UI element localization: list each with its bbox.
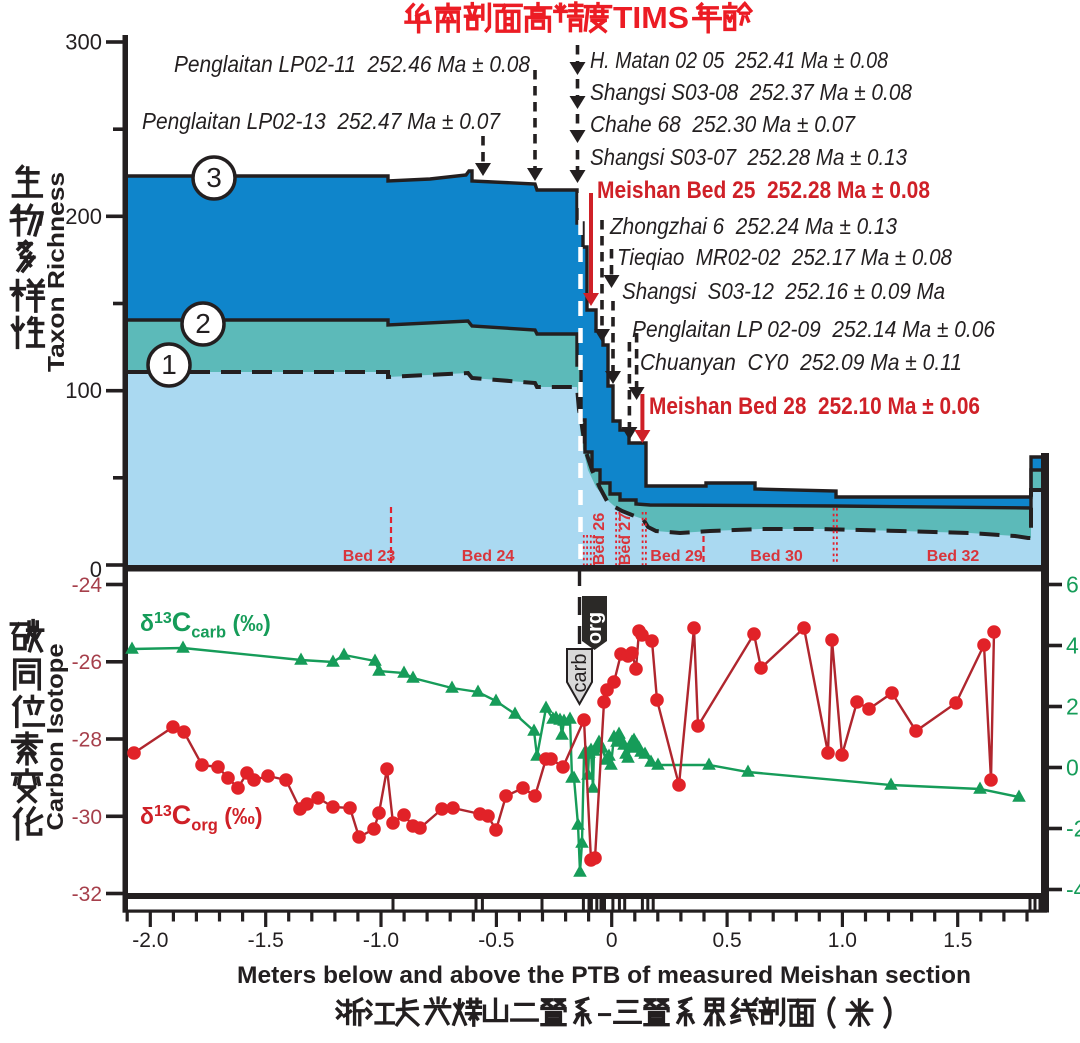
svg-text:Shangsi S03-12 252.16 ± 0.09: Shangsi S03-12 252.16 ± 0.09 Ma: [622, 278, 945, 304]
svg-text:Chahe 68 252.30 Ma ± 0.07: Chahe 68 252.30 Ma ± 0.07: [590, 111, 856, 137]
svg-text:-2.0: -2.0: [132, 929, 168, 952]
svg-text:δ13Ccarb (‰): δ13Ccarb (‰): [140, 607, 271, 642]
svg-text:0: 0: [606, 929, 618, 952]
svg-text:Bed 26: Bed 26: [591, 513, 608, 566]
svg-text:-30: -30: [72, 806, 102, 829]
svg-text:-0.5: -0.5: [478, 929, 514, 952]
svg-text:Bed 23: Bed 23: [343, 548, 396, 565]
svg-text:2: 2: [1066, 694, 1079, 720]
svg-text:0.5: 0.5: [712, 929, 741, 952]
svg-text:Taxon Richness: Taxon Richness: [43, 172, 69, 372]
svg-text:-32: -32: [72, 883, 102, 906]
svg-text:6: 6: [1066, 572, 1079, 598]
svg-text:1.5: 1.5: [943, 929, 972, 952]
svg-text:Penglaitan LP02-13 252.47 Ma: Penglaitan LP02-13 252.47 Ma ± 0.07: [142, 108, 501, 134]
svg-text:Zhongzhai 6 252.24 Ma ± 0.13: Zhongzhai 6 252.24 Ma ± 0.13: [609, 213, 897, 239]
svg-text:Meishan Bed 28 252.10 Ma ± 0.: Meishan Bed 28 252.10 Ma ± 0.06: [649, 393, 980, 420]
svg-text:Penglaitan LP02-11 252.46 Ma: Penglaitan LP02-11 252.46 Ma ± 0.08: [174, 51, 530, 77]
svg-text:carb: carb: [569, 654, 591, 693]
svg-text:1.0: 1.0: [828, 929, 857, 952]
svg-text:-4: -4: [1066, 877, 1080, 903]
svg-text:0: 0: [1066, 755, 1079, 781]
svg-text:-1.5: -1.5: [248, 929, 284, 952]
svg-text:Bed 30: Bed 30: [750, 548, 803, 565]
svg-text:Penglaitan LP 02-09 252.14 Ma: Penglaitan LP 02-09 252.14 Ma ± 0.06: [632, 316, 995, 342]
svg-text:H. Matan 02 05 252.41 Ma ± 0.: H. Matan 02 05 252.41 Ma ± 0.08: [590, 47, 888, 73]
svg-text:Chuanyan CY0 252.09 Ma ± 0.1: Chuanyan CY0 252.09 Ma ± 0.11: [640, 349, 962, 375]
svg-text:3: 3: [206, 162, 222, 193]
svg-text:2: 2: [195, 308, 211, 339]
svg-text:4: 4: [1066, 633, 1079, 659]
svg-text:-24: -24: [72, 574, 103, 597]
svg-text:Carbon Isotope: Carbon Isotope: [42, 644, 68, 831]
svg-text:Meishan Bed 25 252.28 Ma ± 0.: Meishan Bed 25 252.28 Ma ± 0.08: [597, 177, 930, 204]
svg-text:-26: -26: [72, 651, 102, 674]
svg-text:Bed 27: Bed 27: [617, 513, 634, 566]
svg-text:1: 1: [161, 349, 177, 380]
svg-text:200: 200: [65, 204, 102, 229]
svg-text:-2: -2: [1066, 816, 1080, 842]
svg-text:-28: -28: [72, 729, 102, 752]
svg-text:100: 100: [65, 378, 102, 403]
svg-text:Bed 24: Bed 24: [462, 548, 515, 565]
svg-text:Meters below and above the PTB: Meters below and above the PTB of measur…: [237, 962, 971, 989]
svg-text:Bed 29: Bed 29: [650, 548, 703, 565]
svg-text:300: 300: [65, 30, 102, 55]
svg-text:Bed 32: Bed 32: [927, 548, 980, 565]
svg-text:Shangsi S03-07 252.28 Ma ± 0.: Shangsi S03-07 252.28 Ma ± 0.13: [590, 144, 907, 170]
svg-text:org: org: [584, 612, 606, 644]
svg-text:TIMS: TIMS: [613, 0, 689, 35]
svg-text:Tieqiao MR02-02 252.17 Ma ±: Tieqiao MR02-02 252.17 Ma ± 0.08: [617, 244, 952, 270]
svg-text:-1.0: -1.0: [363, 929, 399, 952]
svg-text:Shangsi S03-08 252.37 Ma ± 0.: Shangsi S03-08 252.37 Ma ± 0.08: [590, 79, 912, 105]
svg-text:0: 0: [90, 557, 102, 582]
